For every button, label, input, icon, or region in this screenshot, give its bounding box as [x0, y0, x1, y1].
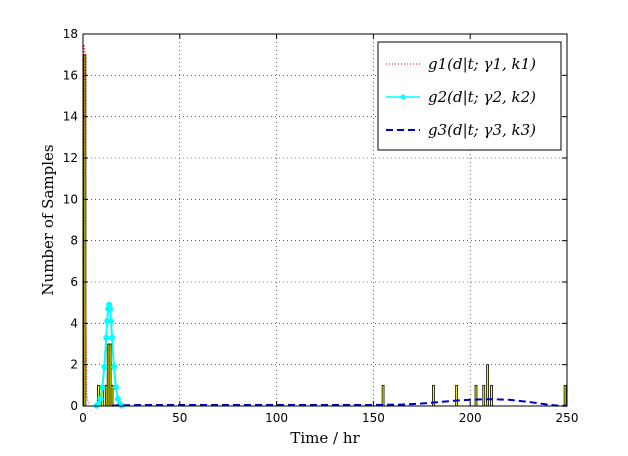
series-line-3 — [112, 398, 568, 407]
series-marker — [101, 363, 108, 370]
y-tick-label: 16 — [63, 68, 78, 82]
legend-box — [377, 41, 562, 151]
x-tick-label: 250 — [556, 411, 579, 425]
x-tick-label: 50 — [172, 411, 187, 425]
series-marker — [114, 395, 121, 402]
x-axis-ticks: 0 50 100 150 200 250 — [79, 34, 578, 425]
histogram-bar — [490, 384, 493, 407]
legend-label-2: g2(d|t; γ2, k2) — [428, 88, 536, 106]
grid — [83, 34, 567, 406]
x-axis-label: Time / hr — [290, 429, 360, 447]
series-line-1 — [82, 44, 90, 407]
series-marker — [112, 384, 119, 391]
histogram-bar — [563, 384, 567, 407]
x-tick-label: 200 — [459, 411, 482, 425]
series-marker — [107, 305, 114, 312]
y-tick-label: 4 — [70, 316, 78, 330]
series-marker — [99, 384, 106, 391]
y-tick-label: 14 — [63, 110, 78, 124]
series-marker — [109, 334, 116, 341]
plot-frame — [82, 33, 568, 407]
series-marker — [110, 363, 117, 370]
y-tick-label: 12 — [63, 151, 78, 165]
histogram-bar — [455, 384, 459, 407]
histogram-bar — [381, 384, 385, 407]
fitted-curves — [82, 44, 568, 409]
y-tick-label: 18 — [63, 27, 78, 41]
x-tick-label: 0 — [79, 411, 87, 425]
series-marker — [97, 395, 104, 402]
y-tick-label: 6 — [70, 275, 78, 289]
histogram-bar — [83, 54, 87, 407]
y-tick-label: 10 — [63, 192, 78, 206]
histogram-bar — [482, 384, 486, 407]
y-tick-label: 0 — [70, 399, 78, 413]
histogram-bar — [110, 384, 114, 407]
legend-label-3: g3(d|t; γ3, k3) — [428, 121, 536, 139]
legend-label-1: g1(d|t; γ1, k1) — [428, 55, 536, 73]
legend: g1(d|t; γ1, k1) g2(d|t; γ2, k2) g3(d|t; γ3… — [377, 41, 562, 151]
y-axis-ticks: 0 2 4 6 8 10 12 14 16 18 — [63, 27, 567, 413]
x-tick-label: 150 — [362, 411, 385, 425]
y-axis-label: Number of Samples — [39, 144, 57, 295]
series-marker — [108, 318, 115, 325]
histogram-bar — [474, 384, 478, 407]
x-tick-label: 100 — [265, 411, 288, 425]
series-marker — [103, 334, 110, 341]
legend-marker — [400, 94, 406, 100]
y-tick-label: 8 — [70, 234, 78, 248]
y-tick-label: 2 — [70, 358, 78, 372]
